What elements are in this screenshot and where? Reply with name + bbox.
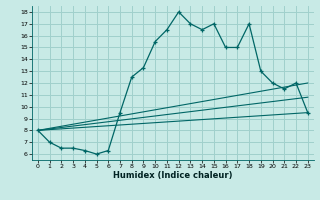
X-axis label: Humidex (Indice chaleur): Humidex (Indice chaleur) xyxy=(113,171,233,180)
